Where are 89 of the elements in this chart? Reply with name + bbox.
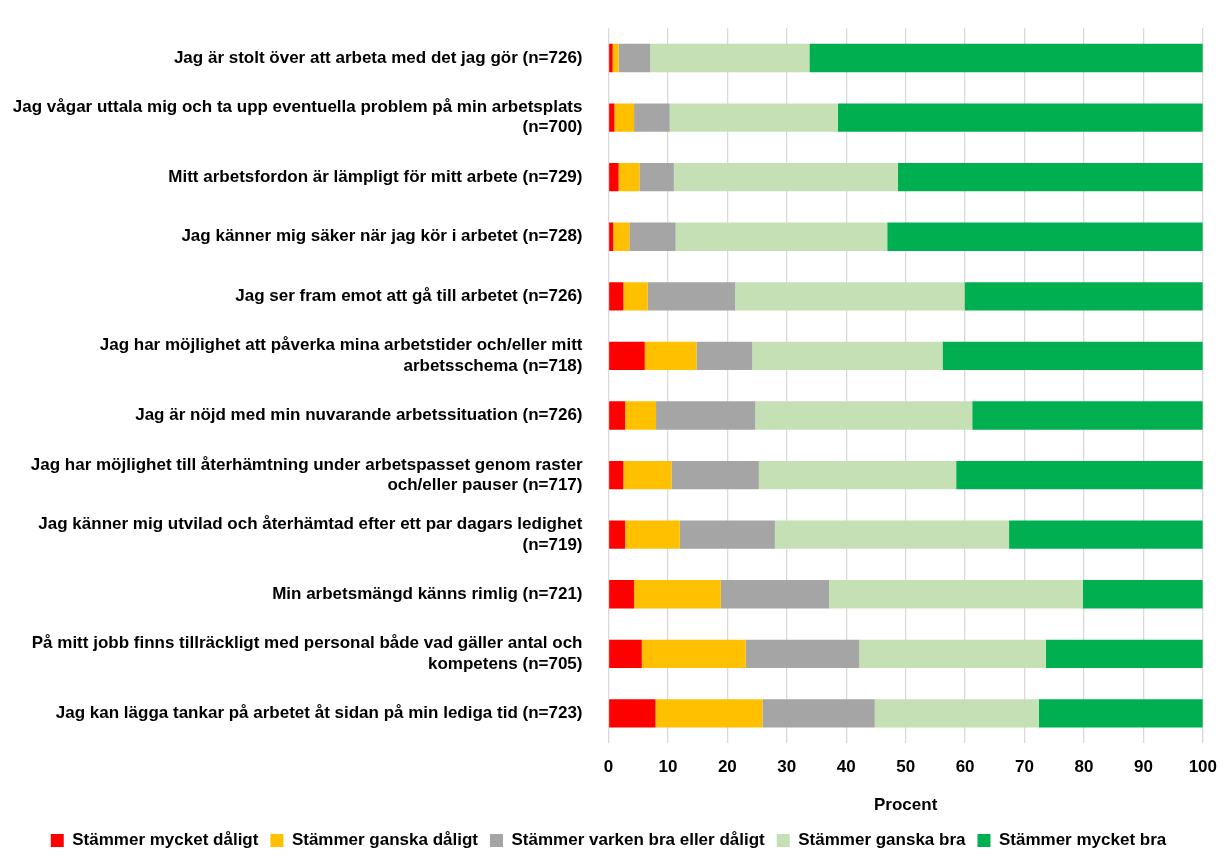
y-tick-label: Jag känner mig utvilad och återhämtad efter ett par dagars ledighet (n=719): [38, 514, 583, 554]
bar: [609, 282, 624, 311]
bar: [641, 639, 746, 668]
bar: [774, 520, 1010, 549]
bar: [609, 639, 642, 668]
bar: [758, 460, 957, 490]
bar: [656, 401, 756, 430]
bar: [669, 103, 838, 132]
x-axis-title: Procent: [874, 795, 938, 815]
bar: [1038, 699, 1203, 728]
bar: [956, 460, 1203, 490]
bar: [762, 699, 875, 728]
legend-label: Stämmer mycket bra: [998, 830, 1167, 850]
x-tick-label: 50: [896, 757, 916, 777]
bar: [1045, 639, 1203, 668]
bar: [859, 639, 1046, 668]
bar: [675, 222, 888, 251]
y-tick-label: Jag känner mig säker när jag kör i arbetet (n=728): [181, 226, 583, 246]
x-tick-label: 60: [955, 757, 975, 777]
y-tick-label: Mitt arbetsfordon är lämpligt för mitt arbete (n=729): [168, 166, 583, 186]
bar: [609, 341, 645, 371]
y-tick-label: Jag kan lägga tankar på arbetet åt sidan på min lediga tid (n=723): [55, 703, 583, 723]
x-tick-label: 30: [777, 757, 797, 777]
bar: [972, 401, 1203, 430]
bar: [1009, 520, 1203, 549]
y-tick-label: Jag har möjlighet till återhämtning under arbetspasset genom raster och/eller pauser (n=717): [30, 454, 583, 494]
bar: [696, 341, 753, 371]
x-tick-label: 70: [1015, 757, 1034, 777]
legend-label: Stämmer varken bra eller dåligt: [511, 830, 766, 850]
bar: [634, 580, 721, 609]
bar: [639, 163, 674, 192]
bar: [745, 639, 860, 668]
y-tick-label: Jag vågar uttala mig och ta upp eventuella problem på min arbetsplats (n=700): [12, 97, 583, 137]
y-tick-label: Min arbetsmängd känns rimlig (n=721): [272, 583, 583, 603]
bar: [618, 43, 651, 73]
bar: [625, 520, 680, 549]
x-tick-label: 90: [1133, 757, 1153, 777]
legend-label: Stämmer ganska dåligt: [291, 830, 479, 850]
bar: [609, 401, 626, 430]
x-tick-label: 80: [1074, 757, 1094, 777]
bar: [752, 341, 943, 371]
bar: [609, 520, 626, 549]
bar: [809, 43, 1203, 73]
bar: [614, 103, 635, 132]
bar: [964, 282, 1203, 311]
bar: [755, 401, 973, 430]
bar: [609, 699, 656, 728]
bar: [623, 460, 672, 490]
bar: [623, 282, 648, 311]
bar: [655, 699, 763, 728]
y-tick-label: Jag har möjlighet att påverka mina arbetstider och/eller mitt arbetsschema (n=718): [99, 335, 583, 375]
x-tick-label: 100: [1188, 757, 1218, 777]
bar: [828, 580, 1083, 609]
bar: [679, 520, 775, 549]
bar: [613, 222, 630, 251]
bar: [644, 341, 697, 371]
bar: [673, 163, 898, 192]
y-tick-label: Jag är nöjd med min nuvarande arbetssituation (n=726): [135, 405, 583, 425]
bar: [650, 43, 810, 73]
bar: [609, 222, 614, 251]
bar: [618, 163, 640, 192]
legend-label: Stämmer mycket dåligt: [72, 830, 259, 850]
x-tick-label: 40: [836, 757, 856, 777]
x-tick-label: 0: [603, 757, 614, 777]
bar: [887, 222, 1203, 251]
x-tick-label: 10: [658, 757, 678, 777]
bar: [609, 580, 635, 609]
y-tick-label: Jag ser fram emot att gå till arbetet (n=726): [235, 286, 583, 306]
bar: [612, 43, 619, 73]
bar: [837, 103, 1203, 132]
bar: [942, 341, 1203, 371]
x-tick-label: 20: [717, 757, 737, 777]
bar: [609, 460, 624, 490]
bar: [634, 103, 670, 132]
bar: [671, 460, 759, 490]
bar: [897, 163, 1203, 192]
y-tick-label: Jag är stolt över att arbeta med det jag gör (n=726): [173, 47, 583, 67]
bar: [874, 699, 1039, 728]
bar: [735, 282, 965, 311]
bar: [609, 163, 619, 192]
bar: [647, 282, 736, 311]
bar: [1082, 580, 1203, 609]
legend-label: Stämmer ganska bra: [798, 830, 967, 850]
bar: [609, 103, 615, 132]
bar: [609, 43, 613, 73]
bar: [629, 222, 676, 251]
bar: [720, 580, 829, 609]
y-tick-label: På mitt jobb finns tillräckligt med personal både vad gäller antal och kompetens (n=705): [31, 633, 583, 673]
bar: [625, 401, 657, 430]
